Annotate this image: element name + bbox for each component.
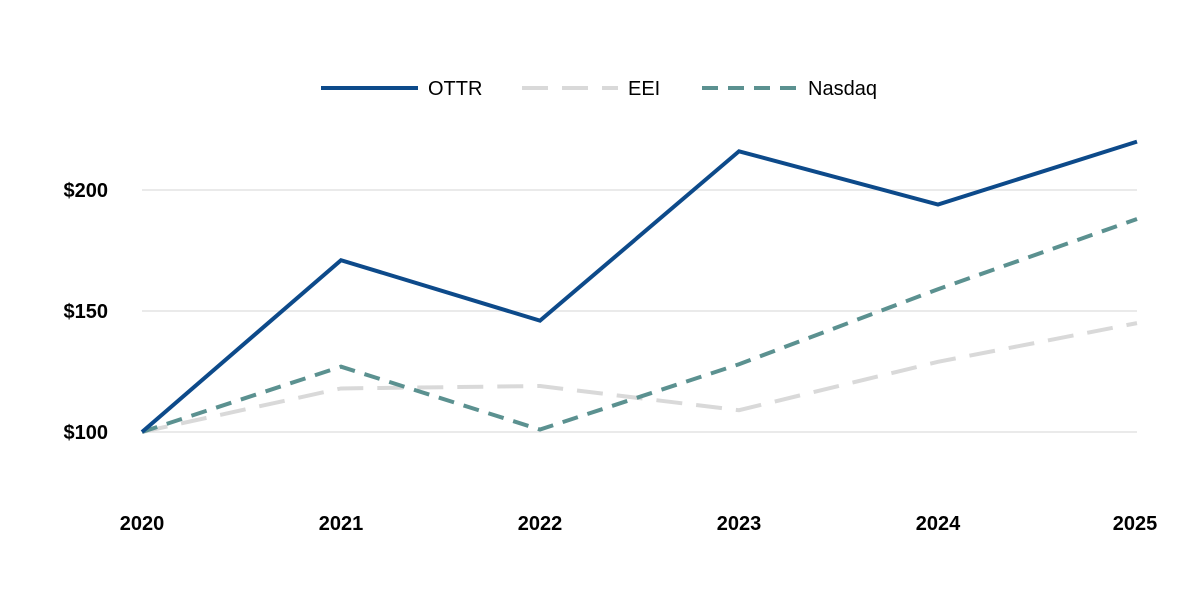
legend-item-ottr: OTTR	[321, 78, 482, 100]
y-tick-label: $100	[64, 422, 109, 444]
series-line-nasdaq	[141, 217, 1138, 434]
legend-label: EEI	[628, 78, 660, 100]
x-axis: 2020 2021 2022 2023 2024 2025	[120, 513, 1158, 535]
x-tick-label: 2021	[319, 513, 364, 535]
x-tick-label: 2020	[120, 513, 165, 535]
y-tick-label: $200	[64, 180, 109, 202]
legend-label: Nasdaq	[808, 78, 877, 100]
series-line-ottr	[140, 139, 1138, 434]
gridlines	[142, 189, 1137, 433]
legend-item-eei: EEI	[522, 78, 660, 100]
series-line-eei	[141, 321, 1138, 434]
x-tick-label: 2024	[916, 513, 961, 535]
legend-item-nasdaq: Nasdaq	[702, 78, 877, 100]
x-tick-label: 2023	[717, 513, 762, 535]
x-tick-label: 2022	[518, 513, 563, 535]
legend: OTTR EEI Nasdaq	[321, 78, 877, 100]
legend-label: OTTR	[428, 78, 482, 100]
x-tick-label: 2025	[1113, 513, 1158, 535]
y-tick-label: $150	[64, 301, 109, 323]
series-lines	[140, 139, 1138, 434]
y-axis: $100 $150 $200	[64, 180, 109, 444]
